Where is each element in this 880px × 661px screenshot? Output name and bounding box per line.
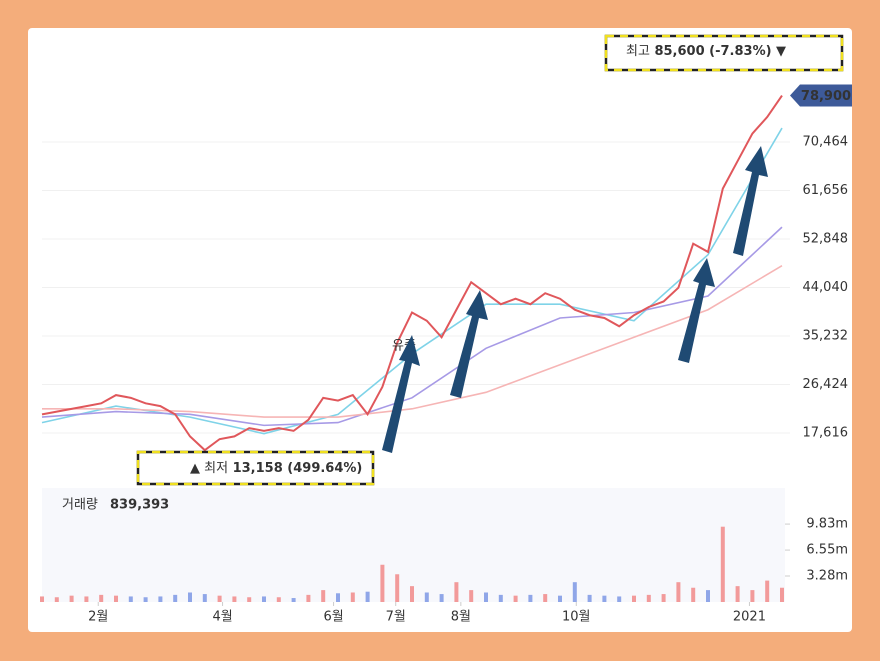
price-tag: [790, 84, 852, 107]
volume-bar: [276, 597, 281, 602]
panel: [28, 28, 852, 632]
volume-bar: [291, 598, 296, 602]
volume-bar: [735, 586, 740, 602]
volume-title: 거래량: [62, 498, 98, 513]
y-tick-label: 52,848: [803, 231, 849, 246]
x-tick-label: 4월: [212, 610, 232, 625]
volume-bar: [69, 595, 74, 602]
volume-bar: [765, 580, 770, 602]
volume-bar: [632, 595, 636, 602]
extreme-change: (-7.83%) ▼: [705, 44, 786, 59]
volume-bar: [617, 596, 622, 602]
volume-bar: [543, 594, 548, 602]
volume-bar: [350, 592, 355, 602]
volume-bar: [528, 594, 533, 602]
volume-bar: [128, 596, 133, 602]
x-tick-label: 2021: [733, 610, 766, 625]
volume-bar: [498, 594, 503, 602]
x-tick-label: 10월: [562, 610, 591, 625]
volume-bar: [114, 595, 118, 602]
volume-bar: [513, 595, 518, 602]
volume-bar: [558, 595, 562, 602]
volume-bar: [587, 594, 592, 602]
volume-bar: [188, 592, 192, 602]
volume-bar: [232, 596, 237, 602]
volume-bar: [469, 590, 474, 602]
price-tag-label: 78,900: [801, 89, 851, 104]
y-tick-label: 9.83m: [806, 517, 848, 532]
volume-bar: [306, 594, 311, 602]
y-tick-label: 44,040: [803, 280, 849, 295]
volume-bar: [158, 596, 163, 602]
extreme-prefix: ▲ 최저: [190, 461, 228, 476]
volume-bar: [395, 574, 400, 602]
extreme-value: 13,158: [228, 461, 283, 476]
volume-bar: [439, 594, 444, 602]
moving-average: [42, 265, 783, 418]
volume-bar: [321, 590, 326, 602]
y-tick-label: 6.55m: [806, 543, 848, 558]
volume-bar: [454, 582, 459, 602]
highlight-box: [136, 450, 375, 486]
extreme-value: 85,600: [650, 44, 705, 59]
volume-bar: [780, 587, 784, 602]
y-tick-label: 35,232: [803, 328, 849, 343]
volume-bar: [602, 595, 607, 602]
volume-last: 839,393: [110, 498, 169, 513]
volume-bar: [217, 595, 222, 602]
x-tick-label: 8월: [451, 610, 471, 625]
volume-bar: [143, 597, 148, 602]
volume-bar: [750, 590, 755, 602]
y-tick-label: 26,424: [803, 377, 849, 392]
x-tick-label: 7월: [386, 610, 406, 625]
volume-panel: [42, 488, 785, 602]
x-tick-label: 6월: [323, 610, 343, 625]
volume-bar: [484, 592, 488, 602]
extreme-prefix: 최고: [626, 44, 650, 59]
volume-bar: [572, 582, 577, 602]
extreme-label: ▲ 최저 13,158 (499.64%): [190, 461, 362, 476]
x-tick-label: 2월: [88, 610, 108, 625]
volume-bar: [410, 586, 414, 602]
highlight-box: [604, 34, 844, 72]
y-tick-label: 61,656: [803, 183, 849, 198]
volume-bar: [424, 592, 429, 602]
volume-bar: [40, 596, 44, 602]
volume-bar: [380, 564, 385, 602]
y-tick-label: 70,464: [803, 135, 849, 150]
volume-bar: [646, 594, 651, 602]
arrows: [382, 146, 768, 453]
moving-average: [41, 226, 783, 427]
volume-bar: [336, 593, 340, 602]
volume-bar: [99, 594, 104, 602]
volume-bar: [661, 594, 666, 602]
volume-bar: [720, 526, 725, 602]
volume-bar: [676, 582, 681, 602]
volume-bar: [262, 596, 266, 602]
volume-bar: [365, 591, 370, 602]
price-line: [41, 94, 783, 452]
volume-bar: [706, 590, 710, 602]
volume-bar: [173, 594, 178, 602]
y-tick-label: 17,616: [803, 425, 849, 440]
volume-bar: [84, 596, 89, 602]
extreme-label: 최고 85,600 (-7.83%) ▼: [626, 44, 786, 59]
volume-bar: [54, 597, 59, 602]
volume-bar: [247, 597, 252, 602]
extreme-change: (499.64%): [283, 461, 363, 476]
volume-bar: [202, 594, 207, 602]
volume-bar: [691, 587, 696, 602]
y-tick-label: 3.28m: [806, 569, 848, 584]
